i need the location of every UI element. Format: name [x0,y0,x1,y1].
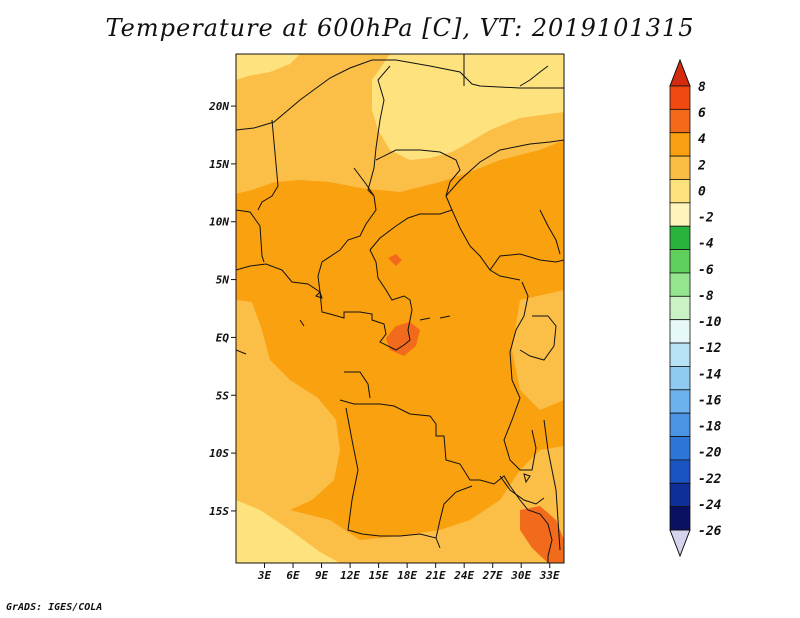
colorbar-segment [669,155,691,180]
lon-tick-label: 12E [340,569,360,582]
colorbar-segment [669,272,691,297]
lat-tick-label: 10N [209,216,229,229]
map-title: Temperature at 600hPa [C], VT: 201910131… [105,14,695,42]
colorbar-level-label: -14 [698,367,722,382]
band-minus2-to-0-sw [236,500,340,563]
colorbar-level-label: -4 [698,237,714,252]
colorbar-level-label: -6 [698,263,714,278]
colorbar-segment [669,179,691,204]
colorbar-segment [669,295,691,321]
band-4-to-6-se [520,506,564,563]
colorbar-level-label: 8 [698,80,706,95]
colorbar-level-label: -2 [698,211,714,226]
lat-tick-label: 10S [209,447,229,460]
longitude-ticks: 3E 6E 9E 12E 15E 18E 21E 24E 27E 30E 33E [257,563,560,582]
colorbar-level-label: -24 [698,498,722,513]
lat-tick-label: 5N [216,274,230,287]
colorbar-segment [669,249,691,274]
colorbar-level-label: -18 [698,420,722,435]
lon-tick-label: 15E [369,569,389,582]
band-0-to-2-south [236,446,564,563]
lat-tick-label: 5S [216,389,230,402]
colorbar-segment [669,506,691,531]
colorbar-segment [669,132,691,157]
colorbar-segment [669,482,691,508]
lat-tick-label: 15N [209,158,229,171]
colorbar-max-arrow [669,58,691,87]
colorbar-level-label: -26 [698,524,722,539]
lon-tick-label: 9E [315,569,329,582]
band-minus2-to-0-ne [372,54,564,160]
colorbar-level-label: -16 [698,393,722,408]
lat-tick-label: EQ [216,331,230,344]
colorbar-segment [669,108,691,134]
colorbar-level-label: -22 [698,472,722,487]
political-boundaries [236,54,564,563]
map-frame [235,53,565,564]
lon-tick-label: 18E [397,569,417,582]
colorbar-level-label: 0 [698,184,706,199]
colorbar-segment [669,319,691,344]
lon-tick-label: 21E [425,569,446,582]
lon-tick-label: 33E [539,569,560,582]
colorbar-level-label: -20 [698,446,722,461]
colorbar-segment [669,202,691,227]
colorbar-segment [669,342,691,367]
colorbar-segment [669,389,691,414]
latitude-ticks: 20N 15N 10N 5N EQ 5S 10S 15S [208,100,236,518]
colorbar-segment [669,436,691,461]
colorbar-level-label: -10 [698,315,722,330]
colorbar-level-label: 2 [697,158,706,173]
lat-tick-label: 20N [208,100,229,113]
band-minus2-to-0-nw [236,54,300,80]
colorbar-level-label: -12 [698,341,722,356]
colorbar: 8 6 4 2 0 -2 -4 -6 -8 -10 -12 -14 -16 -18 -20 -22 -24 -26 [669,58,722,558]
lon-tick-label: 3E [257,569,272,582]
band-4-to-6-congo [386,322,420,356]
colorbar-min-arrow [669,529,691,558]
colorbar-level-label: -8 [698,289,714,304]
colorbar-segment [669,225,691,250]
lon-tick-label: 24E [453,569,474,582]
colorbar-segment [669,366,691,391]
colorbar-segment [669,412,691,437]
colorbar-level-label: 6 [698,106,706,121]
band-0-to-2-west [236,300,340,512]
colorbar-segment [669,85,691,110]
lon-tick-label: 30E [510,569,531,582]
lon-tick-label: 6E [286,569,300,582]
temperature-field [236,54,564,563]
lon-tick-label: 27E [482,569,503,582]
lat-tick-label: 15S [209,505,229,518]
colorbar-level-label: 4 [698,132,706,147]
band-4-to-6-car [388,254,402,266]
credit-text: GrADS: IGES/COLA [6,602,103,613]
colorbar-segment [669,459,691,484]
